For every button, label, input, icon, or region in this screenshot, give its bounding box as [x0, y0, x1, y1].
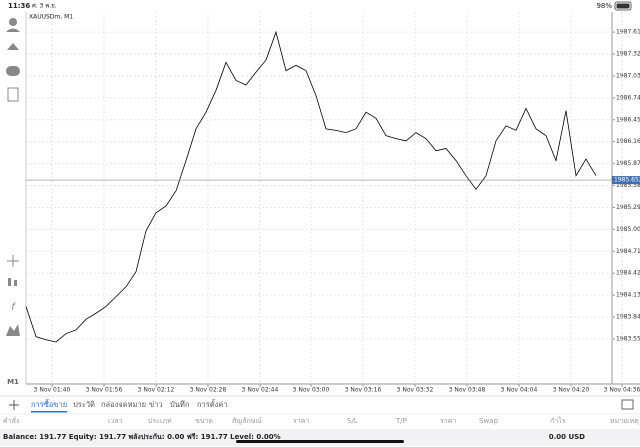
y-tick-label: 1984.710 [616, 248, 640, 255]
battery-level [616, 3, 630, 9]
column-header: หมายเหตุ [610, 417, 639, 425]
x-tick-label: 3 Nov 02:44 [242, 387, 279, 394]
y-tick-label: 1986.740 [616, 94, 640, 101]
x-tick-label: 3 Nov 02:12 [138, 387, 175, 394]
y-tick-label: 1986.160 [616, 138, 640, 145]
candles-icon[interactable] [8, 278, 11, 286]
y-tick-label: 1987.320 [616, 51, 640, 58]
profit: 0.00 USD [549, 433, 585, 441]
price-line [25, 30, 597, 343]
current-price-label: 1985.652 [614, 177, 640, 184]
column-header: คำสั่ง [3, 416, 19, 425]
chart-title: XAUUSDm, M1 [29, 14, 73, 21]
chat-icon[interactable] [6, 66, 20, 76]
tab[interactable]: ประวัติ [73, 400, 95, 409]
y-tick-label: 1985.870 [616, 160, 640, 167]
y-tick-label: 1983.550 [616, 335, 640, 342]
account-summary: Balance: 191.77 Equity: 191.77 พลังประกั… [3, 433, 281, 441]
x-tick-label: 3 Nov 04:20 [553, 387, 590, 394]
tab[interactable]: ข่าว [149, 400, 163, 409]
date: ศ. 3 พ.ย. [32, 3, 57, 10]
account-icon-body [6, 28, 20, 32]
x-tick-label: 3 Nov 03:48 [449, 387, 486, 394]
x-tick-label: 3 Nov 04:36 [604, 387, 640, 394]
time: 11:36 [8, 2, 30, 10]
trade-icon[interactable] [7, 43, 19, 50]
column-header: เวลา [108, 417, 123, 425]
y-tick-label: 1985.290 [616, 204, 640, 211]
tab[interactable]: กล่องจดหมาย [101, 400, 146, 409]
column-header: ราคา [440, 417, 456, 425]
timeframe[interactable]: M1 [7, 378, 19, 386]
x-tick-label: 3 Nov 03:00 [293, 387, 330, 394]
x-tick-label: 3 Nov 01:56 [86, 387, 123, 394]
current-price-tag [612, 176, 640, 185]
x-tick-label: 3 Nov 01:40 [34, 387, 71, 394]
column-header: T/P [395, 417, 407, 425]
crosshair-icon[interactable] [7, 255, 19, 267]
y-tick-label: 1984.420 [616, 270, 640, 277]
tab[interactable]: การซื้อขาย [31, 399, 67, 409]
x-tick-label: 3 Nov 02:28 [190, 387, 227, 394]
indicator-icon[interactable]: f [11, 302, 16, 313]
battery-icon [614, 1, 632, 11]
home-indicator [236, 440, 404, 443]
x-tick-label: 3 Nov 04:04 [501, 387, 538, 394]
tab-underline [31, 411, 68, 413]
doc-icon[interactable] [7, 87, 19, 102]
y-tick-label: 1985.580 [616, 182, 640, 189]
column-header: กำไร [550, 416, 566, 425]
objects-icon[interactable] [6, 324, 20, 336]
toolbar: f [6, 18, 20, 336]
y-tick-label: 1985.000 [616, 226, 640, 233]
y-tick-label: 1987.610 [616, 29, 640, 36]
column-header: ขนาด [195, 417, 213, 425]
x-tick-label: 3 Nov 03:32 [397, 387, 434, 394]
battery-text: 98% [596, 2, 612, 10]
column-header: Swap [479, 417, 498, 425]
y-tick-label: 1983.840 [616, 314, 640, 321]
tab[interactable]: การตั้งค่า [197, 399, 228, 409]
x-tick-label: 3 Nov 03:16 [345, 387, 382, 394]
account-bar [0, 429, 640, 446]
y-tick-label: 1986.450 [616, 116, 640, 123]
account-icon[interactable] [9, 18, 17, 26]
add-button[interactable] [9, 400, 19, 410]
tab[interactable]: บันทึก [170, 400, 189, 409]
column-header: ประเภท [148, 417, 172, 425]
candles-icon-2 [14, 280, 17, 286]
layout-button[interactable] [621, 399, 634, 410]
y-tick-label: 1987.030 [616, 72, 640, 79]
y-tick-label: 1984.130 [616, 292, 640, 299]
column-header: ราคา [293, 417, 309, 425]
column-header: สัญลักษณ์ [232, 417, 262, 425]
column-header: S/L [347, 417, 358, 425]
